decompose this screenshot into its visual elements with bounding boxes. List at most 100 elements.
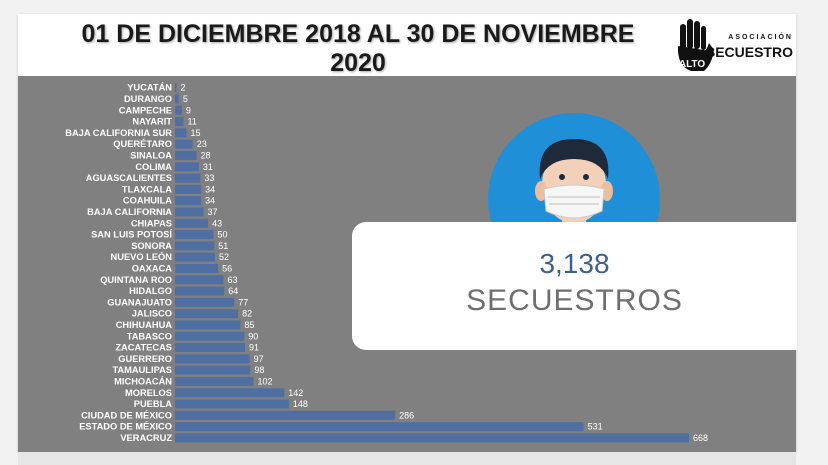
bar-chart: YUCATÁN 2 DURANGO 5 CAMPECHE 9 NAYARIT 11 BAJA C… [65,83,708,443]
bar-value-label: 34 [205,196,215,206]
category-label: DURANGO [124,94,172,104]
bar [175,365,251,375]
category-label: NAYARIT [132,117,172,127]
category-label: CAMPECHE [119,105,172,115]
category-label: CIUDAD DE MÉXICO [81,410,172,420]
category-label: NUEVO LEÓN [111,251,173,262]
bar [175,286,225,296]
logo-main-text: AL SECUESTRO [684,44,794,60]
category-label: COLIMA [135,162,172,172]
bar [175,309,239,319]
bar [175,410,396,420]
category-label: JALISCO [132,309,172,319]
bar-value-label: 142 [288,388,303,398]
bar-value-label: 34 [205,184,215,194]
bar-value-label: 90 [248,331,258,341]
bar [175,422,584,432]
bar-value-label: 50 [217,230,227,240]
bar-value-label: 9 [186,105,191,115]
bar [175,218,209,228]
page-title: 01 DE DICIEMBRE 2018 AL 30 DE NOVIEMBRE … [81,20,635,77]
bar-value-label: 286 [399,410,414,420]
bar [175,184,202,194]
category-label: GUERRERO [118,354,172,364]
bar [175,83,177,93]
category-label: YUCATÁN [127,83,172,93]
category-label: SINALOA [130,150,172,160]
bar [175,433,689,443]
category-label: BAJA CALIFORNIA SUR [65,128,172,138]
bar [175,173,201,183]
bar-value-label: 5 [183,94,188,104]
bar [175,162,199,172]
logo-association-text: ASOCIACIÓN [728,32,793,41]
bar [175,376,254,386]
bar [175,320,241,330]
bar-value-label: 97 [254,354,264,364]
category-label: HIDALGO [129,286,172,296]
bar-value-label: 668 [693,433,708,443]
bar [175,117,184,127]
category-label: TABASCO [127,331,172,341]
bar [175,196,202,206]
slide: 01 DE DICIEMBRE 2018 AL 30 DE NOVIEMBRE … [18,14,797,462]
bar-value-label: 64 [228,286,238,296]
bar-value-label: 63 [227,275,237,285]
category-label: MICHOACÁN [114,376,172,386]
bar-value-label: 82 [242,309,252,319]
category-label: TAMAULIPAS [112,365,172,375]
raised-hand-icon [677,19,714,71]
bar [175,128,187,138]
bar-value-label: 98 [254,365,264,375]
category-label: QUERÉTARO [113,139,172,149]
bar [175,297,235,307]
bar [175,354,250,364]
bar-value-label: 51 [218,241,228,251]
category-label: TLAXCALA [122,184,172,194]
category-label: SAN LUIS POTOSÍ [91,230,172,240]
bar-value-label: 37 [207,207,217,217]
footer-strip [18,452,796,465]
total-card: 3,138 SECUESTROS [352,222,797,350]
bar-value-label: 31 [203,162,213,172]
organization-logo: ALTO ASOCIACIÓN AL SECUESTRO [674,16,796,76]
bar [175,399,289,409]
bar-value-label: 77 [238,297,248,307]
category-label: MORELOS [125,388,172,398]
category-label: PUEBLA [134,399,173,409]
bar [175,150,197,160]
bar [175,207,204,217]
bar [175,105,182,115]
bar-value-label: 11 [187,117,196,127]
category-label: ZACATECAS [115,343,172,353]
category-label: BAJA CALIFORNIA [87,207,172,217]
category-label: ESTADO DE MÉXICO [79,422,172,432]
bar [175,263,219,273]
bar [175,252,216,262]
bar-value-label: 33 [204,173,214,183]
category-label: VERACRUZ [120,433,172,443]
bar-value-label: 91 [249,343,259,353]
bar [175,275,224,285]
bar [175,139,193,149]
category-label: GUANAJUATO [107,297,172,307]
category-label: QUINTANA ROO [100,275,172,285]
bar-value-label: 56 [222,263,232,273]
bar [175,94,179,104]
category-label: CHIAPAS [131,218,172,228]
bar [175,241,215,251]
bar-value-label: 15 [191,128,201,138]
bar [175,388,285,398]
bar [175,331,245,341]
chart-panel: YUCATÁN 2 DURANGO 5 CAMPECHE 9 NAYARIT 11 BAJA C… [18,76,797,462]
bar-value-label: 52 [219,252,229,262]
category-label: OAXACA [132,263,173,273]
bar-value-label: 531 [588,422,603,432]
bar-value-label: 2 [181,83,186,93]
bar [175,230,214,240]
bar-value-label: 23 [197,139,207,149]
bar-value-label: 28 [201,150,211,160]
bar-value-label: 148 [293,399,308,409]
category-label: CHIHUAHUA [116,320,173,330]
category-label: AGUASCALIENTES [86,173,172,183]
